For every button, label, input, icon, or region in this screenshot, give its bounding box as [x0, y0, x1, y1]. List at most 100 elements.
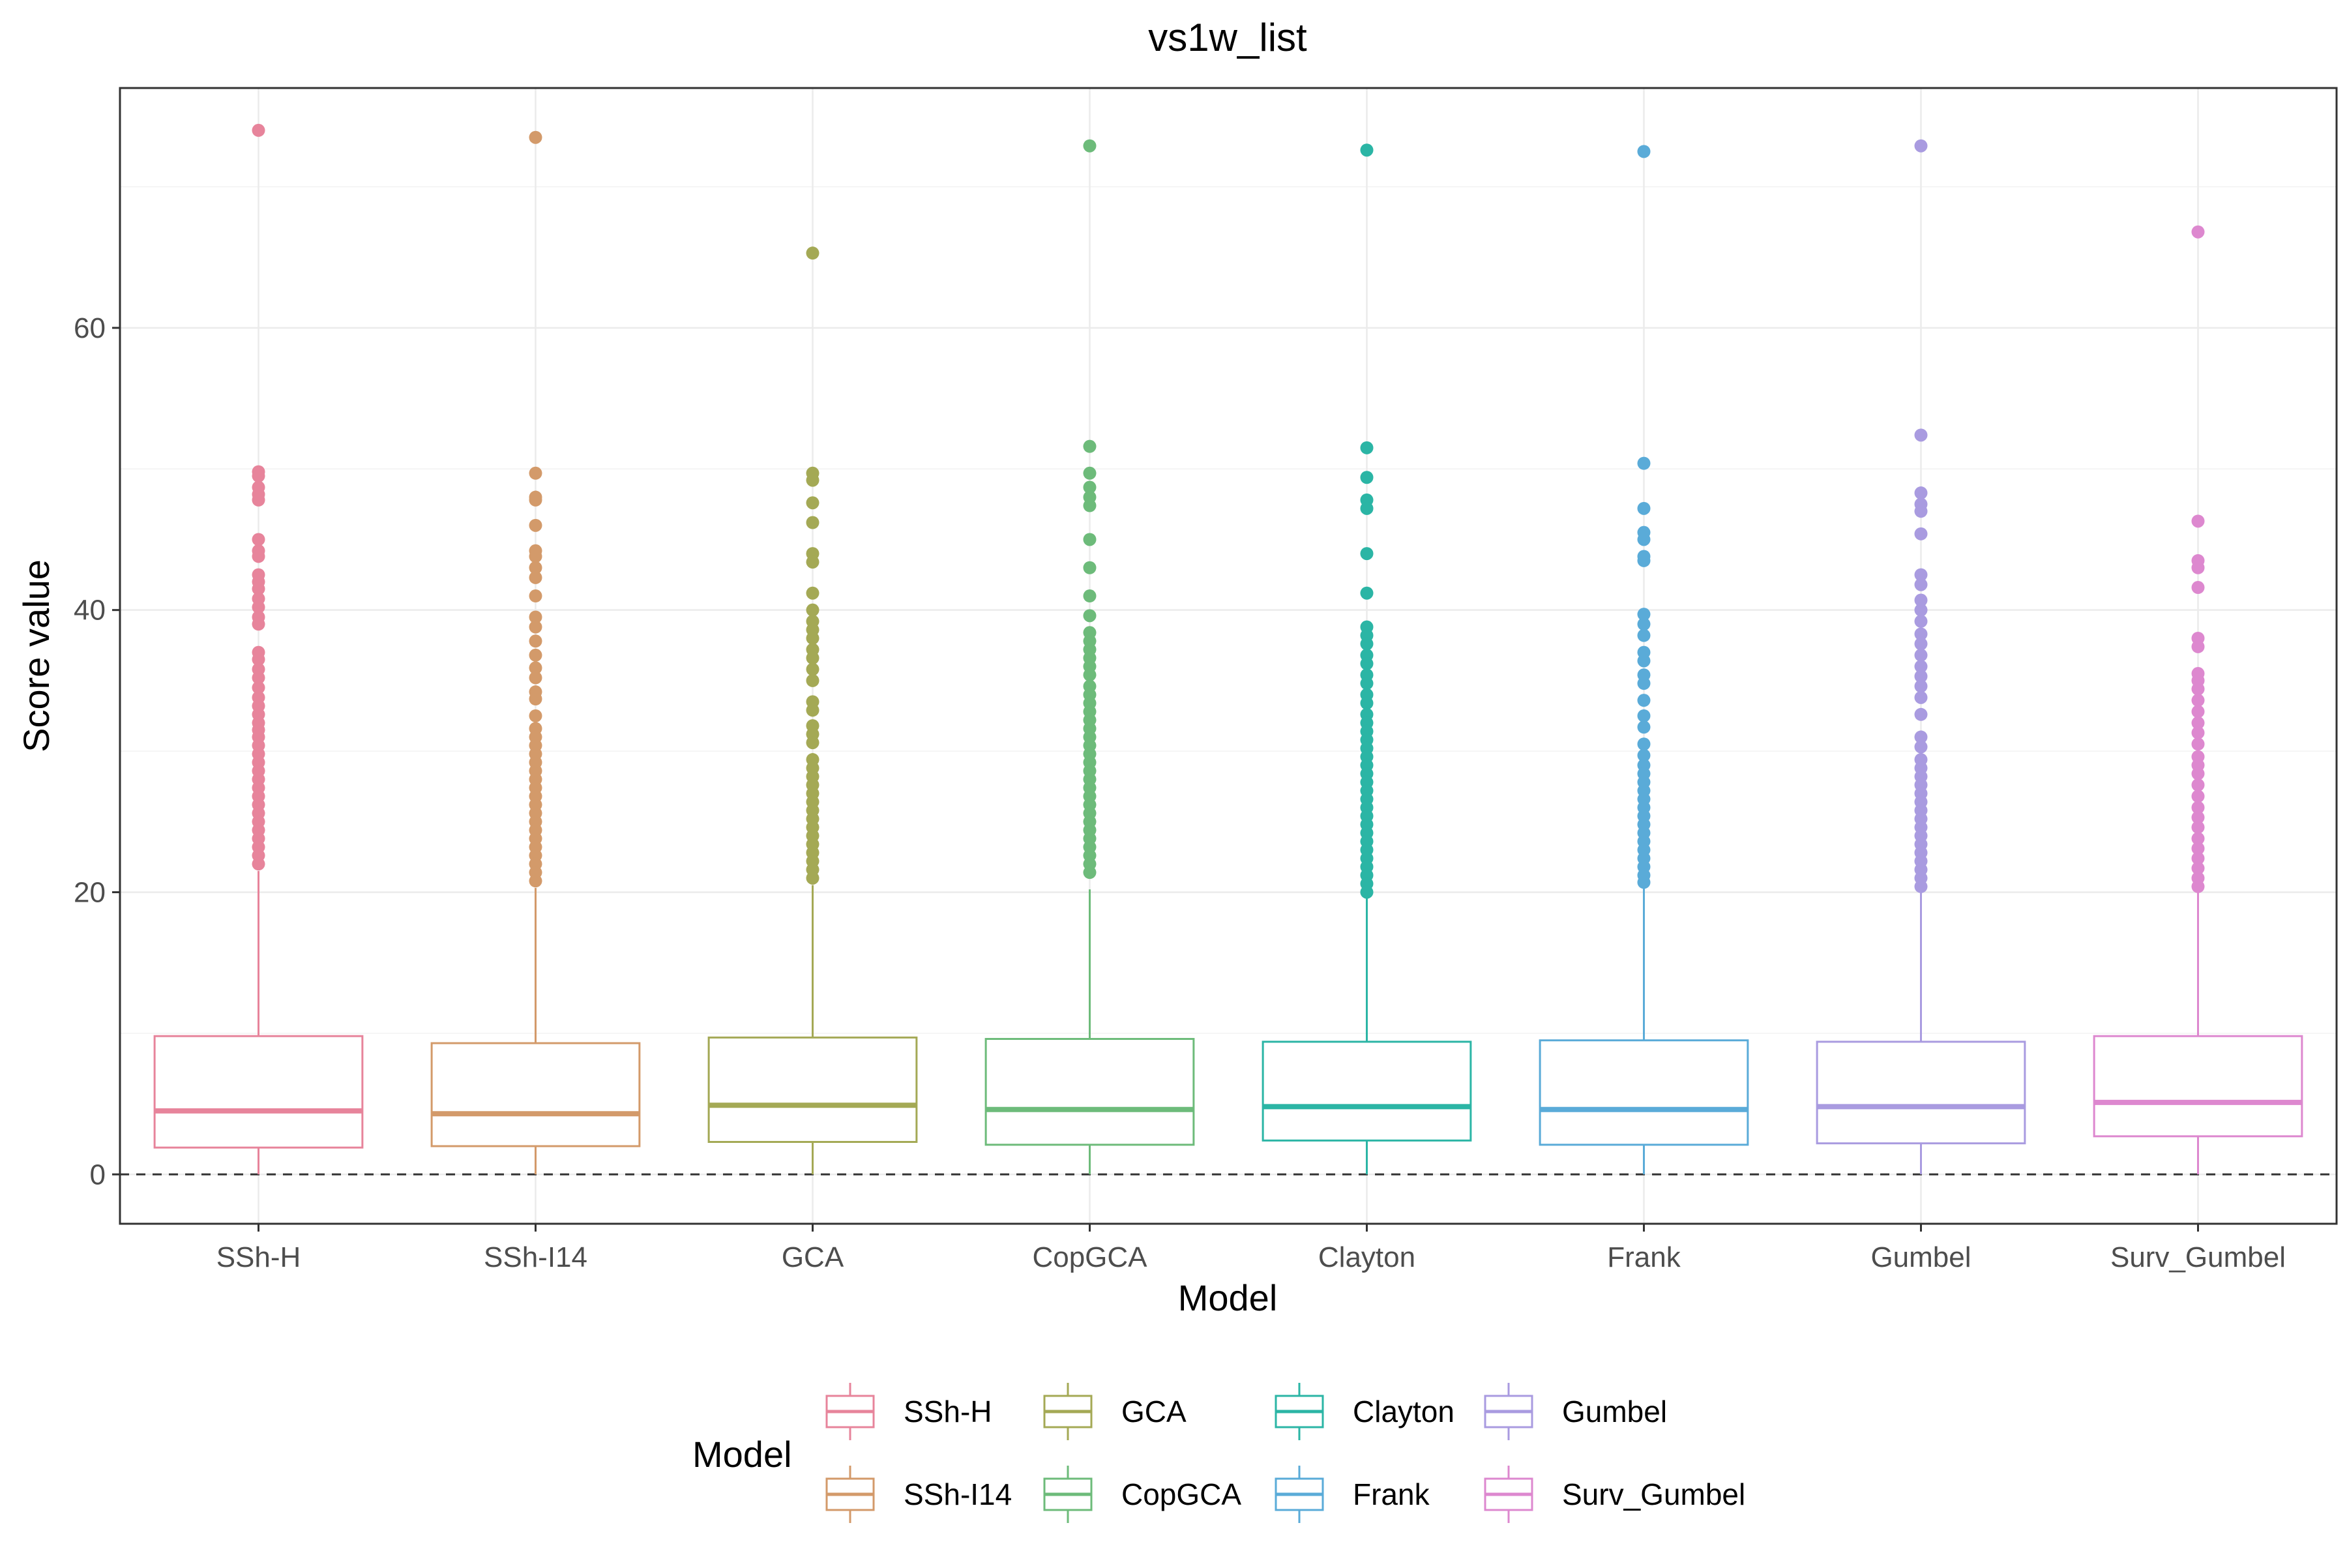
boxplot-ssh-i14 [430, 130, 641, 1175]
outlier-point [529, 466, 542, 480]
outlier-point [1083, 561, 1097, 574]
outlier-point [2191, 514, 2205, 528]
outlier-point [1914, 637, 1928, 651]
legend-label: Clayton [1353, 1395, 1454, 1428]
outlier-point [529, 620, 542, 634]
legend-key-surv-gumbel: Surv_Gumbel [1484, 1466, 1745, 1523]
outlier-point [1083, 139, 1097, 153]
outlier-point [1360, 547, 1374, 561]
outlier-point [1637, 629, 1651, 642]
outlier-point [529, 570, 542, 584]
plot-panel [119, 87, 2338, 1225]
box-iqr [2093, 1035, 2303, 1138]
x-tick-label: GCA [782, 1241, 844, 1273]
boxplot-layer [153, 123, 2303, 1175]
y-tick-label: 0 [90, 1159, 106, 1191]
outlier-point [1360, 441, 1374, 454]
outlier-point [2191, 790, 2205, 803]
legend-label: GCA [1121, 1395, 1187, 1428]
outlier-point [1360, 696, 1374, 710]
outlier-point [2191, 581, 2205, 595]
outlier-point [529, 671, 542, 685]
outlier-point [806, 736, 819, 750]
outlier-point [1914, 527, 1928, 540]
box-iqr [153, 1035, 364, 1149]
legend-label: SSh-H [904, 1395, 992, 1428]
outlier-point [806, 586, 819, 600]
outlier-point [1914, 648, 1928, 662]
outlier-point [1637, 501, 1651, 515]
x-tick-label: SSh-H [216, 1241, 301, 1273]
outlier-point [1914, 568, 1928, 582]
outlier-point [806, 662, 819, 676]
outlier-point [806, 496, 819, 510]
outlier-point [1914, 670, 1928, 683]
y-tick-label: 40 [74, 595, 106, 627]
outlier-point [1914, 578, 1928, 591]
outlier-point [1637, 456, 1651, 470]
chart-title: vs1w_list [1148, 16, 1307, 59]
outlier-point [1914, 730, 1928, 744]
x-tick-label: Gumbel [1870, 1241, 1971, 1273]
x-axis-ticks: SSh-H SSh-I14 GCA CopGCA Clayton Frank Gumbel S… [216, 1224, 2286, 1273]
outlier-point [252, 681, 265, 694]
outlier-point [1914, 679, 1928, 693]
outlier-point [806, 703, 819, 717]
outlier-point [1914, 593, 1928, 607]
outlier-point [2191, 767, 2205, 780]
outlier-point [1083, 499, 1097, 512]
legend-title: Model [692, 1434, 792, 1475]
y-tick-label: 20 [74, 876, 106, 908]
outlier-point [1083, 866, 1097, 880]
legend-key-ssh-i14: SSh-I14 [825, 1466, 1012, 1523]
outlier-point [2191, 716, 2205, 730]
legend-key-copgca: CopGCA [1043, 1466, 1241, 1523]
outlier-point [252, 550, 265, 563]
outlier-point [2191, 778, 2205, 792]
outlier-point [1360, 885, 1374, 899]
outlier-point [1914, 707, 1928, 721]
outlier-point [2191, 705, 2205, 718]
outlier-point [1083, 533, 1097, 546]
outlier-point [529, 561, 542, 574]
outlier-point [2191, 810, 2205, 824]
outlier-point [1360, 586, 1374, 600]
outlier-point [529, 493, 542, 507]
outlier-point [529, 634, 542, 648]
outlier-point [806, 555, 819, 569]
outlier-point [1360, 471, 1374, 484]
x-tick-label: SSh-I14 [484, 1241, 587, 1273]
outlier-point [806, 651, 819, 665]
box-iqr [984, 1038, 1195, 1146]
outlier-point [806, 631, 819, 645]
outlier-point [1914, 428, 1928, 442]
outlier-point [252, 617, 265, 631]
outlier-point [2191, 737, 2205, 751]
outlier-point [1637, 617, 1651, 631]
outlier-point [1637, 720, 1651, 734]
boxplot-gumbel [1816, 139, 2026, 1175]
box-iqr [430, 1042, 641, 1147]
outlier-point [1637, 709, 1651, 722]
outlier-point [252, 600, 265, 614]
outlier-point [252, 582, 265, 596]
outlier-point [2191, 851, 2205, 865]
outlier-point [1360, 677, 1374, 690]
outlier-point [2191, 694, 2205, 707]
outlier-point [1083, 466, 1097, 480]
boxplot-copgca [984, 139, 1195, 1175]
outlier-point [1914, 603, 1928, 617]
outlier-point [1637, 737, 1651, 751]
outlier-point [529, 648, 542, 662]
x-tick-label: Clayton [1318, 1241, 1415, 1273]
outlier-point [1360, 637, 1374, 651]
x-axis-title: Model [1178, 1277, 1278, 1318]
outlier-point [2191, 820, 2205, 834]
outlier-point [1637, 554, 1651, 567]
y-axis-ticks: 0 20 40 60 [74, 312, 120, 1191]
x-tick-label: CopGCA [1032, 1241, 1147, 1273]
legend: Model SSh-H SSh-I14 GCA CopGCA Clayton Frank G… [692, 1383, 1745, 1523]
outlier-point [2191, 801, 2205, 814]
outlier-point [529, 518, 542, 532]
